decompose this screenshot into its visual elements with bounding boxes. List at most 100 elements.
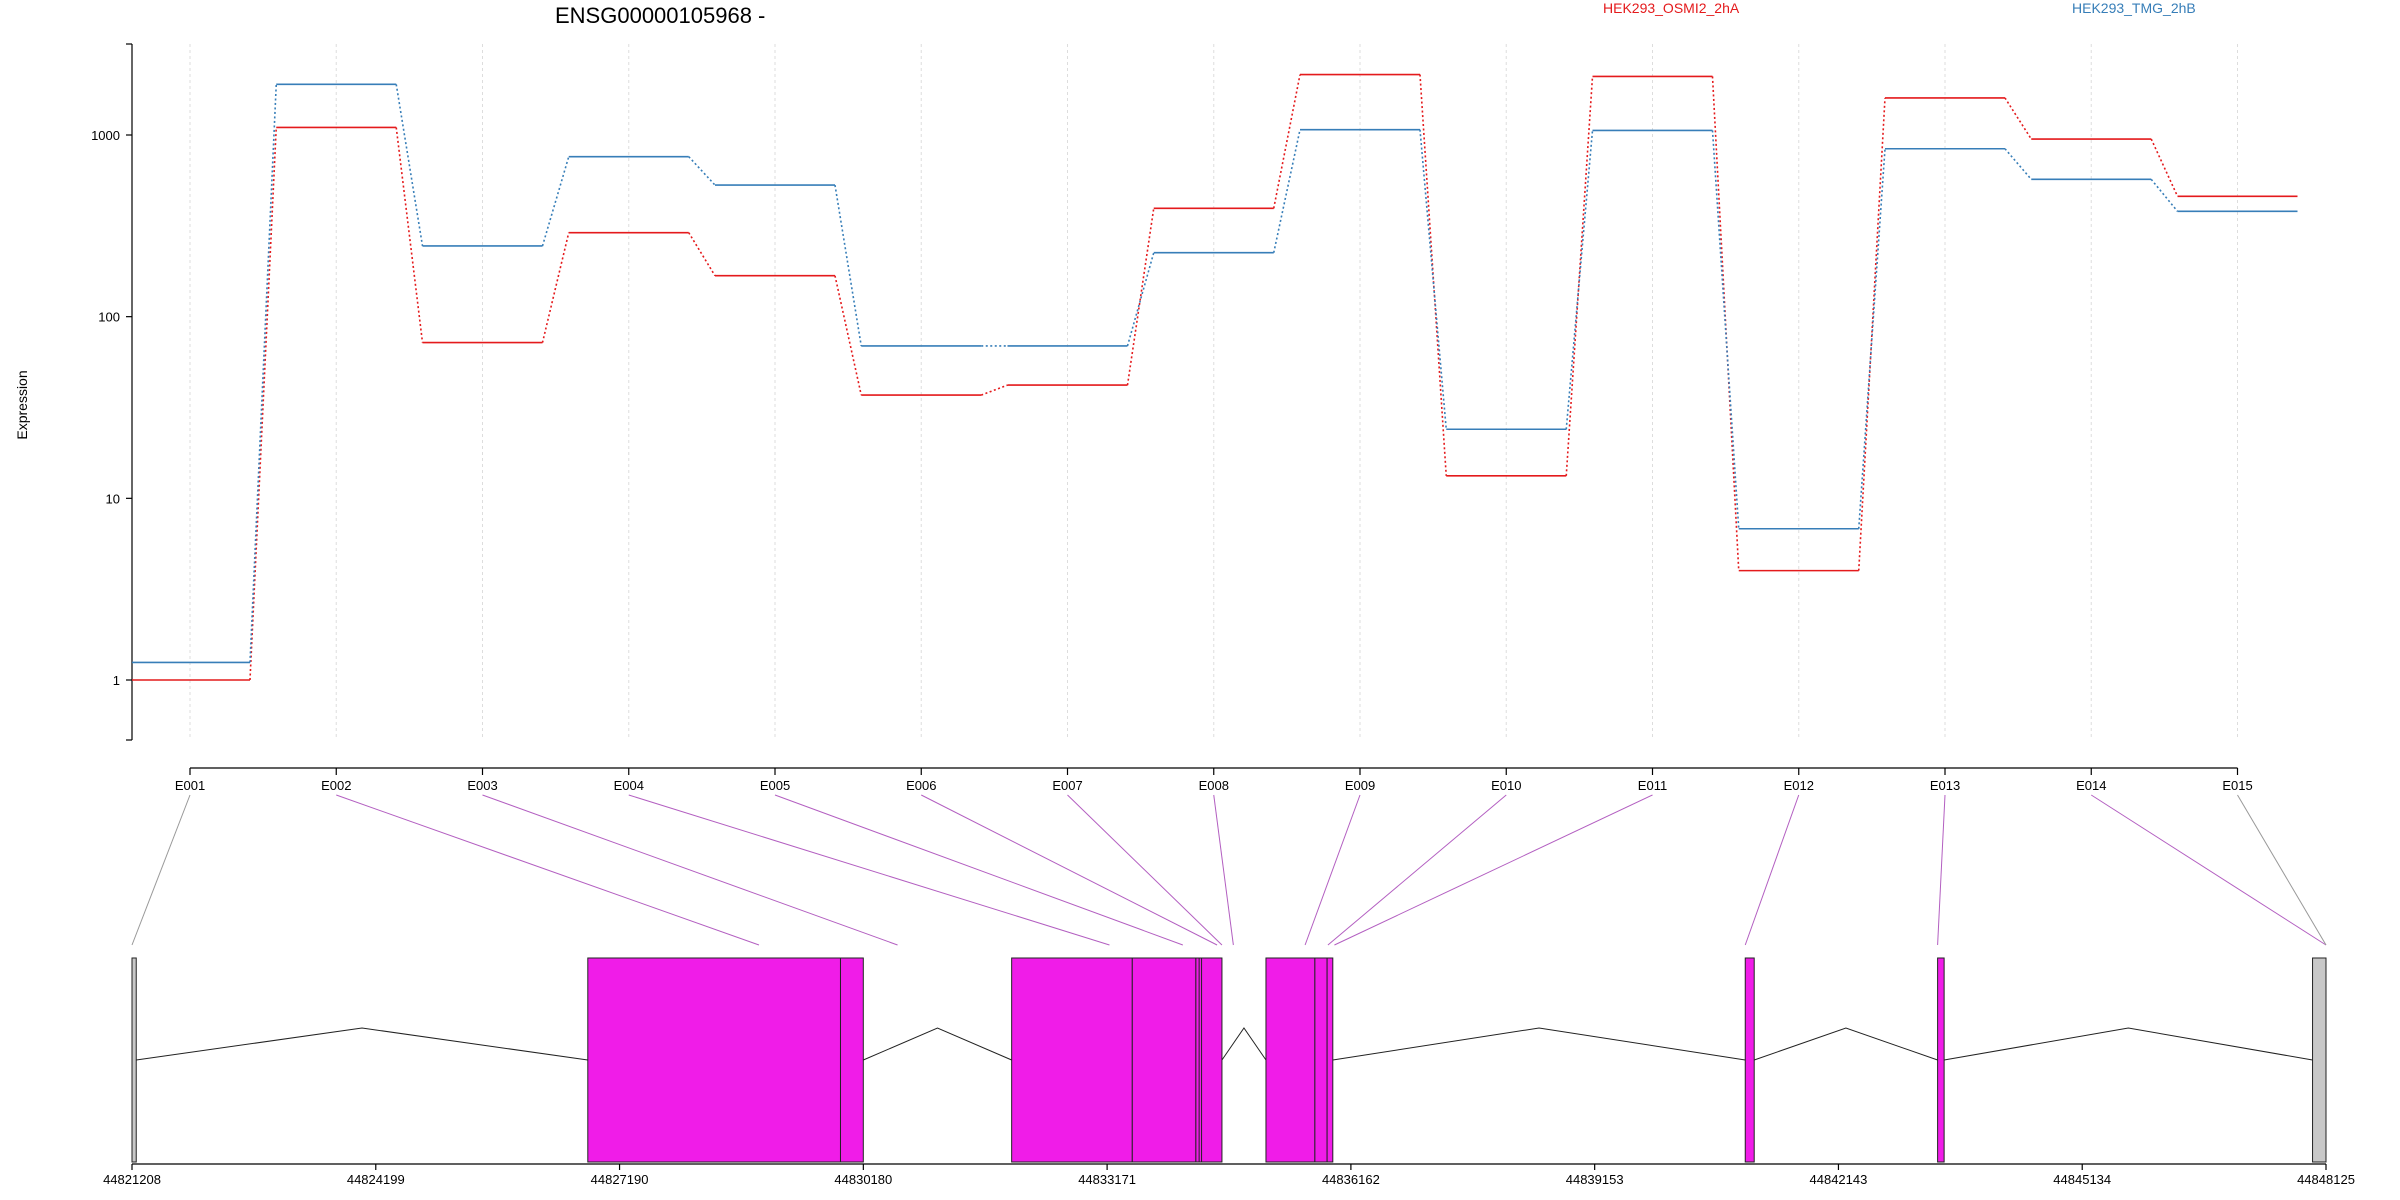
series-connector: [1272, 129, 1301, 253]
exon-connector: [2090, 794, 2327, 946]
exon-connector: [482, 794, 898, 946]
exon-bin-E014: [2312, 957, 2327, 1163]
coord-tick-label: 44842143: [1810, 1172, 1868, 1187]
y-axis-label: Expression: [14, 370, 30, 439]
x-tick-label: E003: [467, 778, 497, 793]
x-tick-label: E013: [1930, 778, 1960, 793]
x-tick-label: E011: [1638, 778, 1667, 793]
series-connector: [541, 156, 570, 247]
series-connector: [1711, 130, 1740, 529]
y-tick-label: 1: [113, 673, 120, 688]
exon-bin-E009: [1265, 957, 1316, 1163]
x-tick-label: E010: [1491, 778, 1521, 793]
series-connector: [834, 275, 863, 396]
series-connector: [688, 156, 716, 186]
exon-connector: [1744, 794, 1800, 946]
y-tick-label: 1000: [91, 128, 120, 143]
exon-bin-E001: [131, 957, 137, 1163]
series-connector: [541, 232, 570, 343]
series-connector: [980, 384, 1008, 396]
y-tick-label: 100: [98, 310, 120, 325]
series-connector: [688, 232, 716, 277]
x-tick-label: E005: [760, 778, 790, 793]
coord-tick-label: 44824199: [347, 1172, 405, 1187]
coord-tick-label: 44827190: [591, 1172, 649, 1187]
x-tick-label: E009: [1345, 778, 1375, 793]
intron-line: [863, 1027, 1012, 1061]
exon-bin-E013: [1937, 957, 1945, 1163]
exon-bin-E008: [1201, 957, 1223, 1163]
legend-entry-osmi2: HEK293_OSMI2_2hA: [1603, 0, 1740, 16]
series-connector: [1711, 76, 1740, 571]
series-lines: [132, 73, 2298, 681]
x-axis: E001 E002 E003 E004 E005 E006 E007 E008 E009 E010…: [175, 767, 2253, 793]
y-tick-label: 10: [106, 491, 120, 506]
series-connector: [1419, 74, 1448, 476]
exon-connector: [628, 794, 1110, 946]
x-tick-label: E001: [175, 778, 205, 793]
series-connector: [1565, 130, 1594, 430]
series-connector: [2150, 178, 2179, 212]
intron-line: [1221, 1027, 1267, 1061]
x-tick-label: E008: [1199, 778, 1229, 793]
series-connector: [2004, 148, 2032, 180]
exon-connector: [774, 794, 1183, 946]
coord-tick-label: 44833171: [1078, 1172, 1136, 1187]
coord-tick-label: 44839153: [1566, 1172, 1624, 1187]
x-tick-label: E004: [614, 778, 644, 793]
vertical-grid: [189, 44, 2238, 740]
series-connector: [834, 184, 863, 347]
gene-model: [131, 957, 2327, 1163]
x-tick-label: E015: [2222, 778, 2252, 793]
exon-connector: [2237, 794, 2327, 946]
series-osmi2: [132, 73, 2298, 681]
exon-bin-E004: [1011, 957, 1133, 1163]
coord-tick-label: 44830180: [834, 1172, 892, 1187]
exon-bin-E003: [839, 957, 864, 1163]
intron-line: [136, 1027, 588, 1061]
genomic-coordinate-axis: 44821208 44824199 44827190 44830180 44833171…: [103, 1163, 2355, 1187]
series-connector: [1126, 208, 1155, 386]
exon-connector: [336, 794, 760, 946]
coord-tick-label: 44821208: [103, 1172, 161, 1187]
series-connector: [2150, 138, 2179, 197]
coord-tick-label: 44836162: [1322, 1172, 1380, 1187]
exon-bin-E005: [1131, 957, 1197, 1163]
series-connector: [1419, 129, 1448, 430]
x-tick-label: E006: [906, 778, 936, 793]
intron-line: [1754, 1027, 1938, 1061]
series-connector: [1272, 74, 1301, 209]
series-connector: [1565, 76, 1594, 476]
exon-connector: [131, 794, 191, 946]
series-connector: [249, 127, 278, 681]
x-tick-label: E014: [2076, 778, 2106, 793]
coord-tick-label: 44848125: [2297, 1172, 2355, 1187]
intron-line: [1944, 1027, 2313, 1061]
series-connector: [1857, 148, 1886, 529]
y-axis: 1 10 100 1000: [91, 43, 133, 741]
exon-connector: [1067, 794, 1223, 946]
exon-connector: [1327, 794, 1507, 946]
x-tick-label: E002: [321, 778, 351, 793]
series-connector: [2004, 97, 2032, 140]
coord-tick-label: 44845134: [2053, 1172, 2111, 1187]
exon-connector: [1213, 794, 1234, 946]
x-tick-label: E012: [1784, 778, 1814, 793]
series-connector: [395, 127, 424, 343]
legend-entry-tmg: HEK293_TMG_2hB: [2072, 0, 2196, 16]
exon-bin-E010: [1314, 957, 1328, 1163]
exon-bin-E012: [1744, 957, 1755, 1163]
exon-connector: [921, 794, 1218, 946]
exon-connector-lines: [131, 794, 2327, 946]
series-tmg: [132, 83, 2298, 664]
intron-line: [1332, 1027, 1746, 1061]
exon-connector: [1937, 794, 1946, 946]
chart-title: ENSG00000105968 -: [555, 3, 765, 28]
exon-connector: [1304, 794, 1361, 946]
exon-bin-E011: [1326, 957, 1334, 1163]
x-tick-label: E007: [1052, 778, 1082, 793]
series-connector: [395, 84, 424, 247]
exon-bin-E002: [587, 957, 841, 1163]
exon-connector: [1334, 794, 1653, 946]
